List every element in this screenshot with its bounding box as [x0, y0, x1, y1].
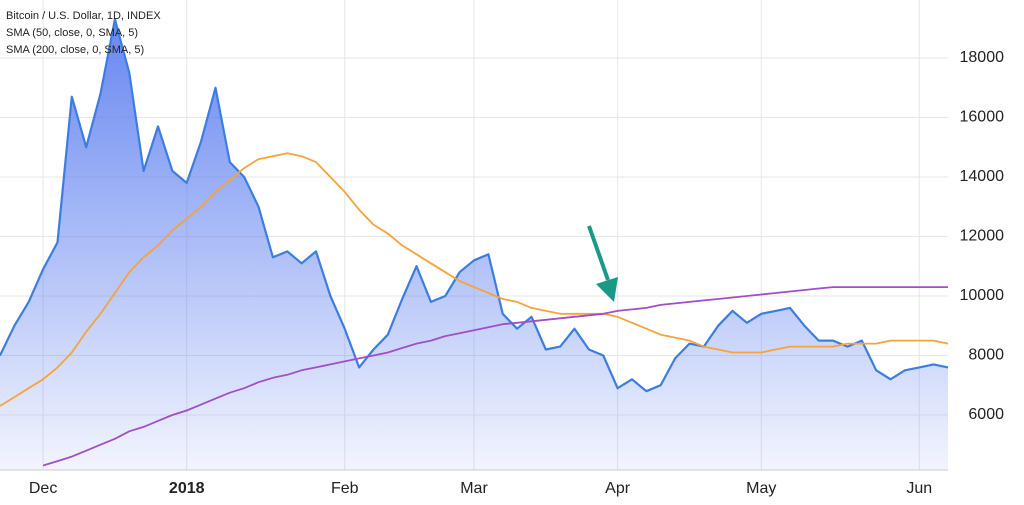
x-tick-label: 2018 — [169, 480, 205, 497]
legend-entry: SMA (200, close, 0, SMA, 5) — [6, 44, 144, 56]
price-line — [0, 18, 949, 393]
x-tick-label: Feb — [331, 480, 359, 497]
price-area — [0, 19, 948, 471]
x-tick-label: Apr — [605, 480, 631, 497]
annotation-arrow — [587, 225, 618, 302]
y-tick-label: 12000 — [960, 228, 1005, 245]
legend-entry: SMA (50, close, 0, SMA, 5) — [6, 27, 138, 39]
sma-line — [0, 152, 949, 407]
x-tick-label: May — [746, 480, 776, 497]
legend-entry: Bitcoin / U.S. Dollar, 1D, INDEX — [6, 10, 161, 22]
y-tick-label: 10000 — [960, 287, 1005, 304]
y-tick-label: 8000 — [968, 347, 1004, 364]
y-tick-label: 6000 — [968, 406, 1004, 423]
y-tick-label: 18000 — [960, 49, 1005, 66]
sma-line — [42, 286, 948, 467]
y-tick-label: 16000 — [960, 109, 1005, 126]
y-tick-label: 14000 — [960, 168, 1005, 185]
x-tick-label: Jun — [906, 480, 932, 497]
x-tick-label: Mar — [460, 480, 488, 497]
x-tick-label: Dec — [29, 480, 57, 497]
